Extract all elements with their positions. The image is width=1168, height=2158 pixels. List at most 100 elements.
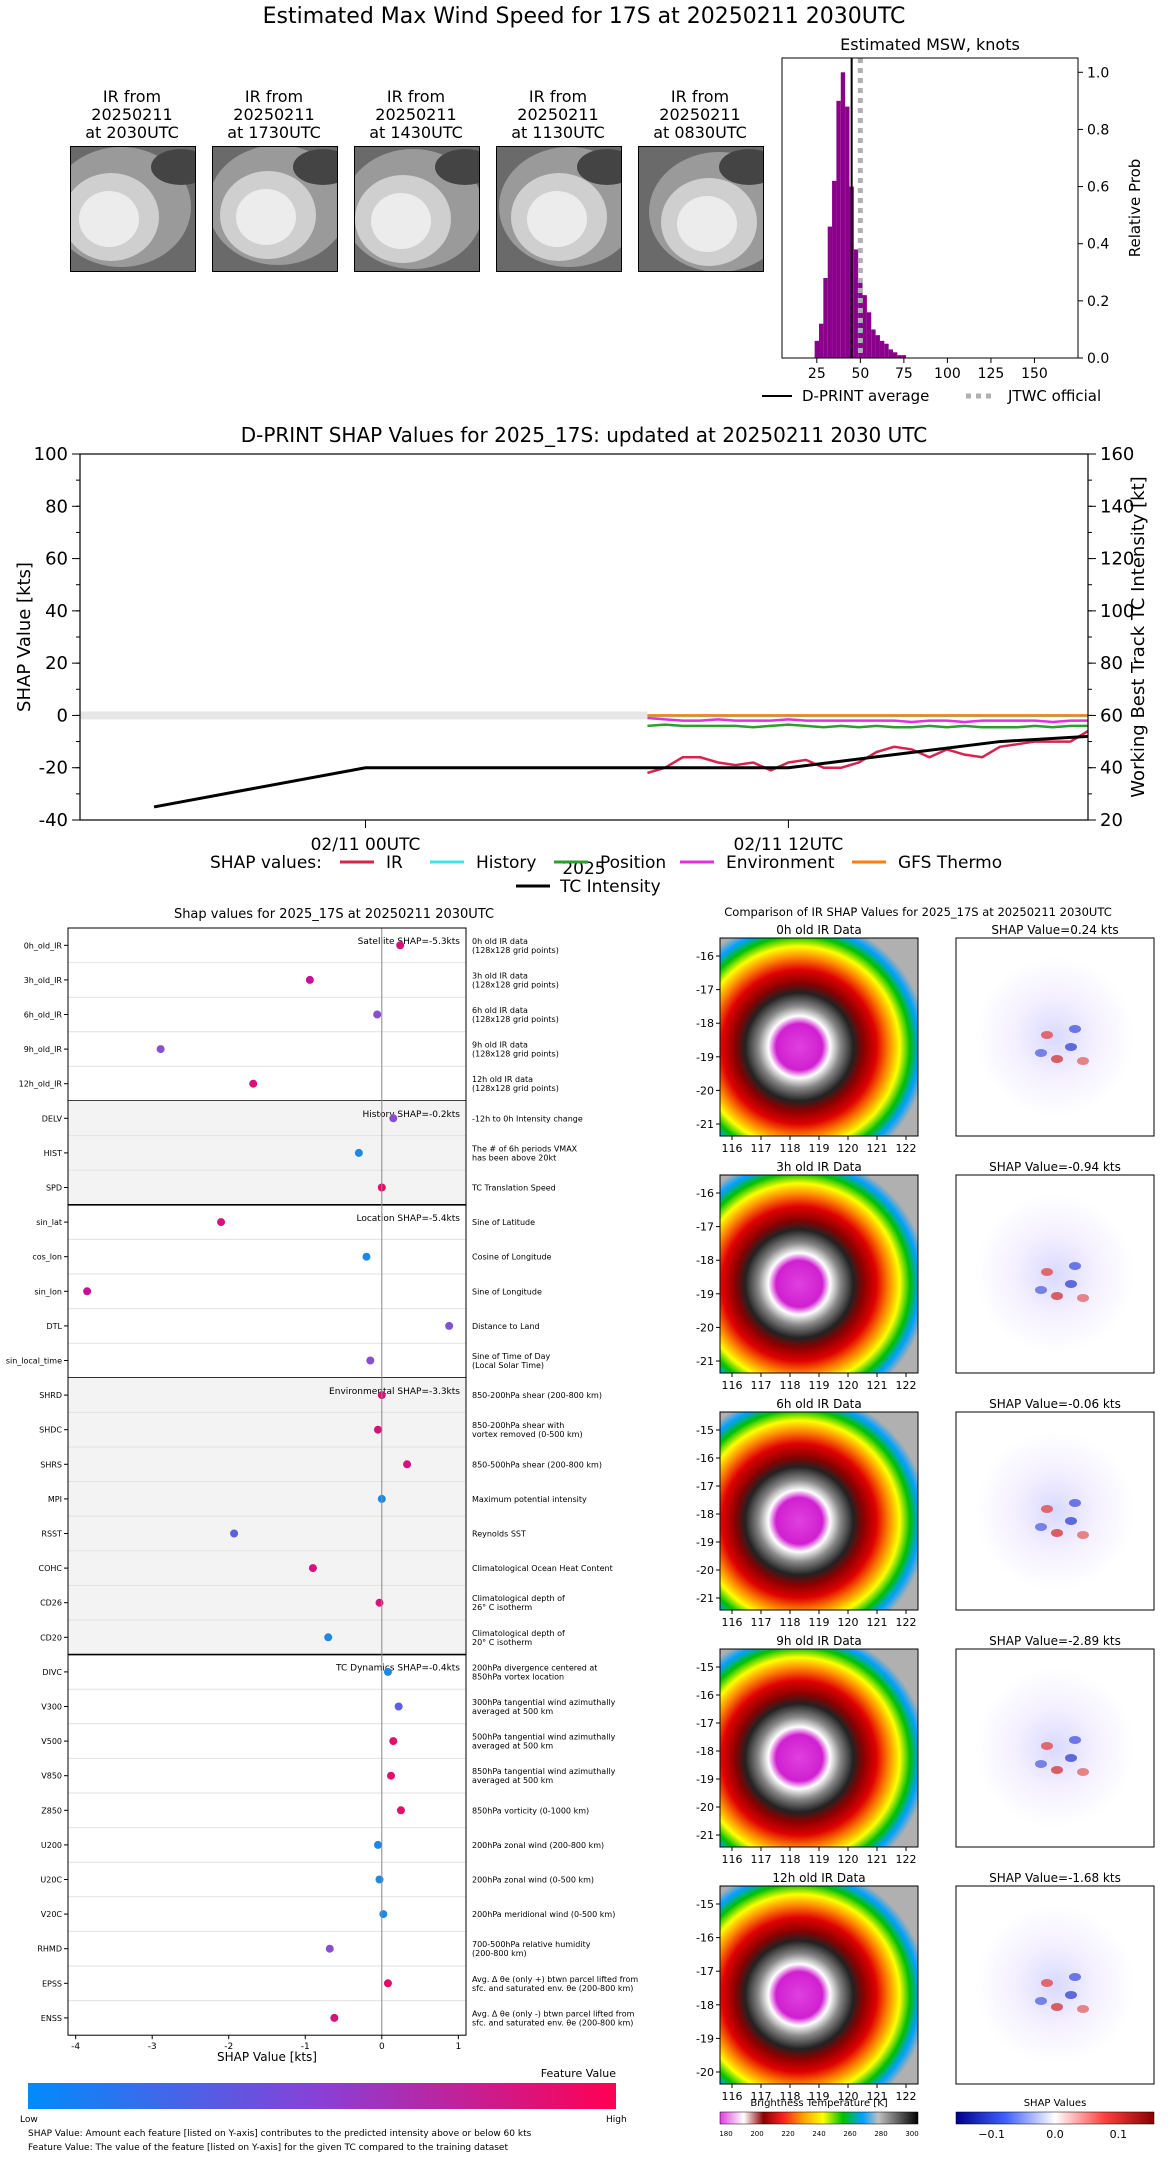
- legend-jtwc-label: JTWC official: [1007, 387, 1101, 405]
- feature-name: 0h_old_IR: [24, 941, 63, 950]
- lon-tick-label: 116: [722, 1616, 743, 1629]
- feature-description: 0h old IR data: [472, 937, 528, 946]
- x-tick-label: 0: [379, 2042, 385, 2052]
- lon-tick-label: 119: [809, 2090, 830, 2103]
- feature-xlabel: SHAP Value [kts]: [217, 2050, 317, 2064]
- thumbnail-title-line: at 0830UTC: [653, 123, 747, 142]
- timeseries-frame: [79, 453, 1089, 821]
- y2-tick-label: 120: [1100, 549, 1134, 570]
- shap-point: [373, 1010, 382, 1019]
- feature-description: 850hPa vorticity (0-1000 km): [472, 1806, 589, 1815]
- legend-label: Position: [600, 853, 666, 873]
- shap-blob: [1069, 1262, 1081, 1270]
- shap-map-halo: [975, 1194, 1135, 1354]
- feature-name: 6h_old_IR: [24, 1011, 63, 1020]
- lon-tick-label: 122: [896, 2090, 917, 2103]
- lat-tick-label: -17: [696, 1221, 714, 1234]
- feature-description: 200hPa meridional wind (0-500 km): [472, 1910, 615, 1919]
- feature-description: sfc. and saturated env. θe (200-800 km): [472, 1984, 633, 1993]
- x-tick-label: -1: [301, 2042, 310, 2052]
- lon-tick-label: 117: [751, 2090, 772, 2103]
- thumbnail-title-line: IR from: [244, 87, 304, 106]
- feature-description: 9h old IR data: [472, 1041, 528, 1050]
- feature-description: TC Translation Speed: [471, 1184, 556, 1193]
- x-tick-label: 1: [455, 2042, 461, 2052]
- tc-intensity-line: [153, 734, 1089, 809]
- ir-thumbnail-image: [354, 146, 480, 272]
- histogram-bar: [853, 249, 859, 358]
- y2-tick-label: 160: [1100, 444, 1134, 465]
- shap-blob: [1041, 1505, 1053, 1513]
- shap-point: [375, 1598, 384, 1607]
- shap-panel-title: SHAP Value=-0.06 kts: [989, 1397, 1121, 1411]
- feature-name: sin_lat: [36, 1218, 62, 1227]
- bt-tick-label: 240: [812, 2130, 825, 2138]
- cloud-dark: [151, 149, 195, 185]
- histogram-bar: [879, 340, 885, 358]
- shap-blob: [1035, 1760, 1047, 1768]
- feature-description: -12h to 0h Intensity change: [472, 1114, 583, 1123]
- timeseries-ylabel: SHAP Value [kts]: [14, 562, 35, 712]
- y-tick-label: 0.0: [1087, 351, 1109, 367]
- shap-point: [445, 1321, 454, 1330]
- histogram-bar: [897, 355, 902, 358]
- feature-description: 850hPa tangential wind azimuthally: [472, 1767, 616, 1776]
- lat-tick-label: -19: [696, 2032, 714, 2045]
- shap-blob: [1065, 1043, 1077, 1051]
- feature-description: Distance to Land: [472, 1322, 540, 1331]
- feature-description: (128x128 grid points): [472, 946, 559, 955]
- legend-label: Environment: [726, 853, 835, 873]
- cloud-dark: [577, 149, 621, 185]
- lat-tick-label: -15: [696, 1898, 714, 1911]
- lat-tick-label: -18: [696, 1745, 714, 1758]
- ir-image: [720, 938, 918, 1136]
- legend-prefix: SHAP values:: [210, 853, 322, 873]
- lon-tick-label: 120: [838, 1616, 859, 1629]
- lat-tick-label: -20: [696, 1321, 714, 1334]
- lat-tick-label: -17: [696, 984, 714, 997]
- feature-description: The # of 6h periods VMAX: [471, 1144, 578, 1153]
- lon-tick-label: 118: [780, 1853, 801, 1866]
- feature-name: COHC: [39, 1564, 63, 1573]
- feature-description: (Local Solar Time): [472, 1361, 544, 1370]
- lat-tick-label: -17: [696, 1965, 714, 1978]
- series-line-environment: [647, 716, 1088, 724]
- lat-tick-label: -17: [696, 1480, 714, 1493]
- bt-tick-label: 280: [874, 2130, 887, 2138]
- y-tick-label: 1.0: [1087, 65, 1109, 81]
- lon-tick-label: 116: [722, 1853, 743, 1866]
- feature-name: SHRD: [39, 1391, 62, 1400]
- lat-tick-label: -15: [696, 1424, 714, 1437]
- shap-blob: [1077, 2005, 1089, 2013]
- shap-frame: [955, 937, 1155, 1137]
- lat-tick-label: -20: [696, 2066, 714, 2079]
- lon-tick-label: 122: [896, 1616, 917, 1629]
- y2-tick-label: 20: [1100, 810, 1123, 831]
- feature-name: sin_lon: [34, 1287, 62, 1296]
- shap-blob: [1077, 1768, 1089, 1776]
- feature-description: 300hPa tangential wind azimuthally: [472, 1698, 616, 1707]
- lon-tick-label: 121: [867, 1853, 888, 1866]
- feature-name: DTL: [46, 1322, 62, 1331]
- bt-tick-label: 200: [750, 2130, 763, 2138]
- shap-frame: [955, 1174, 1155, 1374]
- lat-tick-label: -18: [696, 1508, 714, 1521]
- lon-tick-label: 120: [838, 1142, 859, 1155]
- feature-description: Maximum potential intensity: [472, 1495, 587, 1504]
- ir-image: [720, 1412, 918, 1610]
- lat-tick-label: -20: [696, 1564, 714, 1577]
- x-tick-label: 50: [851, 366, 869, 382]
- shap-blob: [1035, 1997, 1047, 2005]
- bt-colorbar: [719, 2111, 919, 2125]
- lat-tick-label: -21: [696, 1592, 714, 1605]
- shap-timeseries-chart: D-PRINT SHAP Values for 2025_17S: update…: [14, 423, 1149, 896]
- shap-blob: [1051, 1292, 1063, 1300]
- bt-tick-label: 300: [905, 2130, 918, 2138]
- feature-description: Climatological Ocean Heat Content: [472, 1564, 613, 1573]
- lon-tick-label: 117: [751, 1853, 772, 1866]
- page-title: Estimated Max Wind Speed for 17S at 2025…: [262, 4, 906, 29]
- shap-map-halo: [975, 1668, 1135, 1828]
- feature-frame: [67, 927, 467, 2036]
- thumbnail-title: IR from 20250211 at 2030UTC: [70, 88, 194, 142]
- group-label: Location SHAP=-5.4kts: [356, 1214, 460, 1224]
